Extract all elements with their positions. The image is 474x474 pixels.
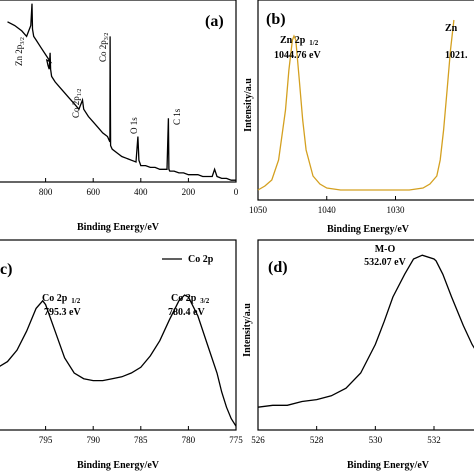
- annot-c1s: C 1s: [172, 108, 182, 125]
- panel-d-xtick-label: 526: [251, 435, 265, 445]
- panel-c-label: c): [0, 261, 12, 278]
- panel-c: 795 790 785 780 775 c) Binding Energy/eV Co …: [0, 239, 243, 471]
- panel-c-frame: [0, 239, 237, 431]
- annot-c-co2p12: Co 2p 1/2: [42, 293, 81, 305]
- panel-d: 526 528 530 532 (d) Binding Energy/eV Inten…: [242, 239, 474, 471]
- panel-b-xtick-label: 1050: [249, 205, 268, 215]
- panel-a-label: (a): [205, 13, 224, 30]
- panel-b-plot: [257, 19, 455, 191]
- panel-c-xticks: 795 790 785 780 775: [39, 426, 243, 445]
- panel-b-legend: Zn: [445, 23, 458, 34]
- panel-c-plot: [0, 294, 237, 427]
- panel-c-xtick-label: 775: [229, 435, 243, 445]
- panel-a-xticks: 800 600 400 200 0: [39, 178, 239, 197]
- panel-a-xtick-label: 800: [39, 187, 53, 197]
- annot-b-zn2p12: Zn 2p 1/2: [280, 35, 319, 47]
- panel-c-xtick-label: 795: [39, 435, 53, 445]
- panel-a-xtick-label: 600: [86, 187, 100, 197]
- panel-c-xtick-label: 780: [182, 435, 196, 445]
- panel-c-legend: Co 2p: [188, 254, 214, 265]
- panel-a-xtick-label: 0: [234, 187, 239, 197]
- panel-d-xlabel: Binding Energy/eV: [347, 460, 430, 471]
- annot-c-7953: 795.3 eV: [44, 307, 81, 318]
- annot-zn2p32: Zn 2p3/2: [14, 37, 26, 66]
- annot-d-mo: M-O: [375, 244, 396, 255]
- panel-d-series-0-line: [257, 254, 474, 408]
- annot-co2p32: Co 2p3/2: [98, 33, 110, 62]
- panel-d-plot: [257, 254, 474, 408]
- panel-d-frame: [257, 239, 474, 431]
- annot-o1s: O 1s: [129, 117, 139, 134]
- panel-d-xtick-label: 528: [310, 435, 324, 445]
- panel-a-series-0-line: [7, 3, 236, 181]
- panel-b-series-0-line: [257, 19, 455, 191]
- annot-co2p12: Co 2p1/2: [71, 89, 83, 118]
- panel-c-xtick-label: 785: [134, 435, 148, 445]
- panel-b-label: (b): [266, 11, 286, 28]
- panel-a-xtick-label: 400: [134, 187, 148, 197]
- panel-d-label: (d): [268, 259, 288, 276]
- panel-b: 1050 1040 1030 (b) Binding Energy/eV Inten…: [243, 0, 474, 235]
- annot-b-1044: 1044.76 eV: [274, 50, 321, 61]
- panel-a-xtick-label: 200: [182, 187, 196, 197]
- panel-b-xticks: 1050 1040 1030: [249, 196, 405, 215]
- annot-c-co2p32: Co 2p 3/2: [171, 293, 210, 305]
- annot-d-53207: 532.07 eV: [364, 257, 406, 268]
- panel-b-xlabel: Binding Energy/eV: [327, 224, 410, 235]
- panel-b-frame: [257, 0, 474, 201]
- panel-c-series-0-line: [0, 294, 237, 427]
- panel-c-xtick-label: 790: [86, 435, 100, 445]
- panel-d-ylabel: Intensity/a.u: [242, 303, 253, 357]
- panel-d-xtick-label: 530: [369, 435, 383, 445]
- panel-a-frame: [0, 0, 237, 183]
- panel-d-xtick-label: 532: [427, 435, 441, 445]
- annot-c-7804: 780.4 eV: [168, 307, 205, 318]
- panel-a: 800 600 400 200 0 (a) Binding Energy/eV Zn 2…: [0, 0, 239, 233]
- panel-b-ylabel: Intensity/a.u: [243, 78, 254, 132]
- panel-a-xlabel: Binding Energy/eV: [77, 222, 160, 233]
- panel-d-xticks: 526 528 530 532: [251, 426, 441, 445]
- panel-c-xlabel: Binding Energy/eV: [77, 460, 160, 471]
- panel-a-plot: [7, 3, 236, 181]
- panel-b-xtick-label: 1030: [387, 205, 406, 215]
- annot-b-1021: 1021.: [445, 50, 468, 61]
- panel-b-xtick-label: 1040: [318, 205, 337, 215]
